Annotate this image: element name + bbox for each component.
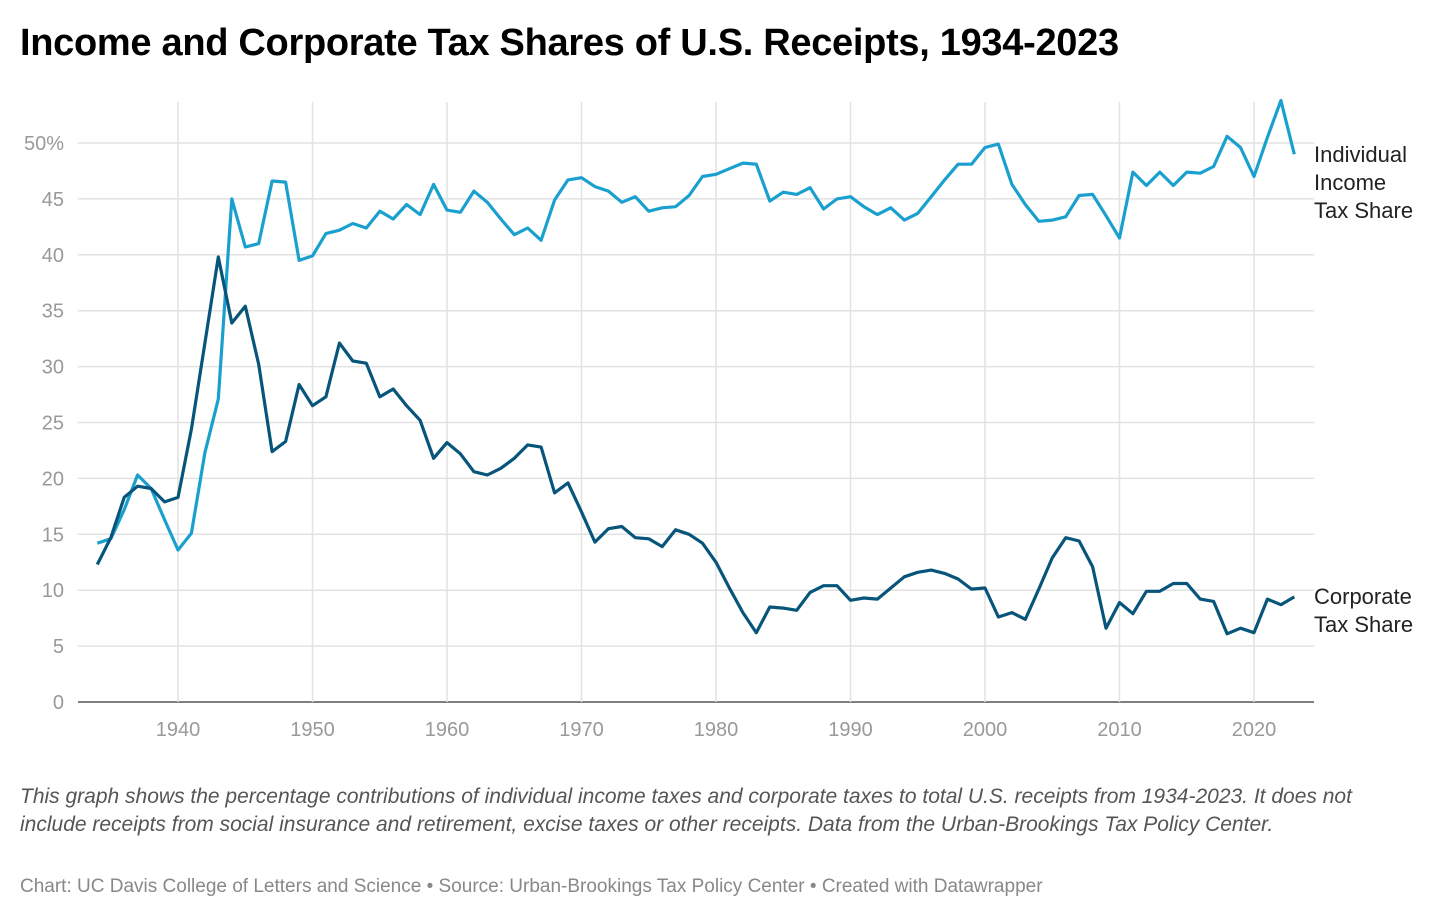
chart-credit: Chart: UC Davis College of Letters and S… <box>20 876 1043 897</box>
y-tick-label: 25 <box>42 413 64 435</box>
x-tick-label: 2000 <box>963 719 1008 741</box>
x-tick-label: 1980 <box>694 719 739 741</box>
series-labels: Individual Income Tax Share Corporate Tax Sh… <box>1314 142 1413 637</box>
y-tick-label: 35 <box>42 301 64 323</box>
series-label: Tax Share <box>1314 612 1413 637</box>
y-axis-ticks: 0 5 10 15 20 25 30 35 40 45 50% <box>24 133 64 714</box>
y-tick-label: 10 <box>42 580 64 602</box>
x-tick-label: 1990 <box>828 719 873 741</box>
x-axis-ticks: 1940 1950 1960 1970 1980 1990 2000 2010 2020 <box>156 719 1277 741</box>
series-label: Income <box>1314 170 1386 195</box>
x-tick-label: 2010 <box>1097 719 1142 741</box>
series-label: Corporate <box>1314 584 1412 609</box>
series-label: Tax Share <box>1314 198 1413 223</box>
y-tick-label: 40 <box>42 245 64 267</box>
x-tick-label: 1960 <box>425 719 470 741</box>
y-tick-label: 30 <box>42 357 64 379</box>
y-tick-label: 5 <box>53 636 64 658</box>
series-line-corporate <box>95 255 1296 636</box>
gridlines <box>78 102 1314 703</box>
x-tick-label: 2020 <box>1232 719 1277 741</box>
chart-title: Income and Corporate Tax Shares of U.S. … <box>20 22 1119 64</box>
y-tick-label: 0 <box>53 692 64 714</box>
x-tick-label: 1940 <box>156 719 201 741</box>
y-tick-label: 15 <box>42 524 64 546</box>
series-line-individual-income <box>96 98 1296 552</box>
series-lines <box>95 98 1296 636</box>
y-tick-label: 20 <box>42 468 64 490</box>
x-tick-label: 1970 <box>559 719 604 741</box>
y-tick-label: 45 <box>42 189 64 211</box>
chart-notes: This graph shows the percentage contribu… <box>20 785 1352 836</box>
series-label: Individual <box>1314 142 1407 167</box>
y-tick-label: 50% <box>24 133 64 155</box>
x-tick-label: 1950 <box>290 719 335 741</box>
